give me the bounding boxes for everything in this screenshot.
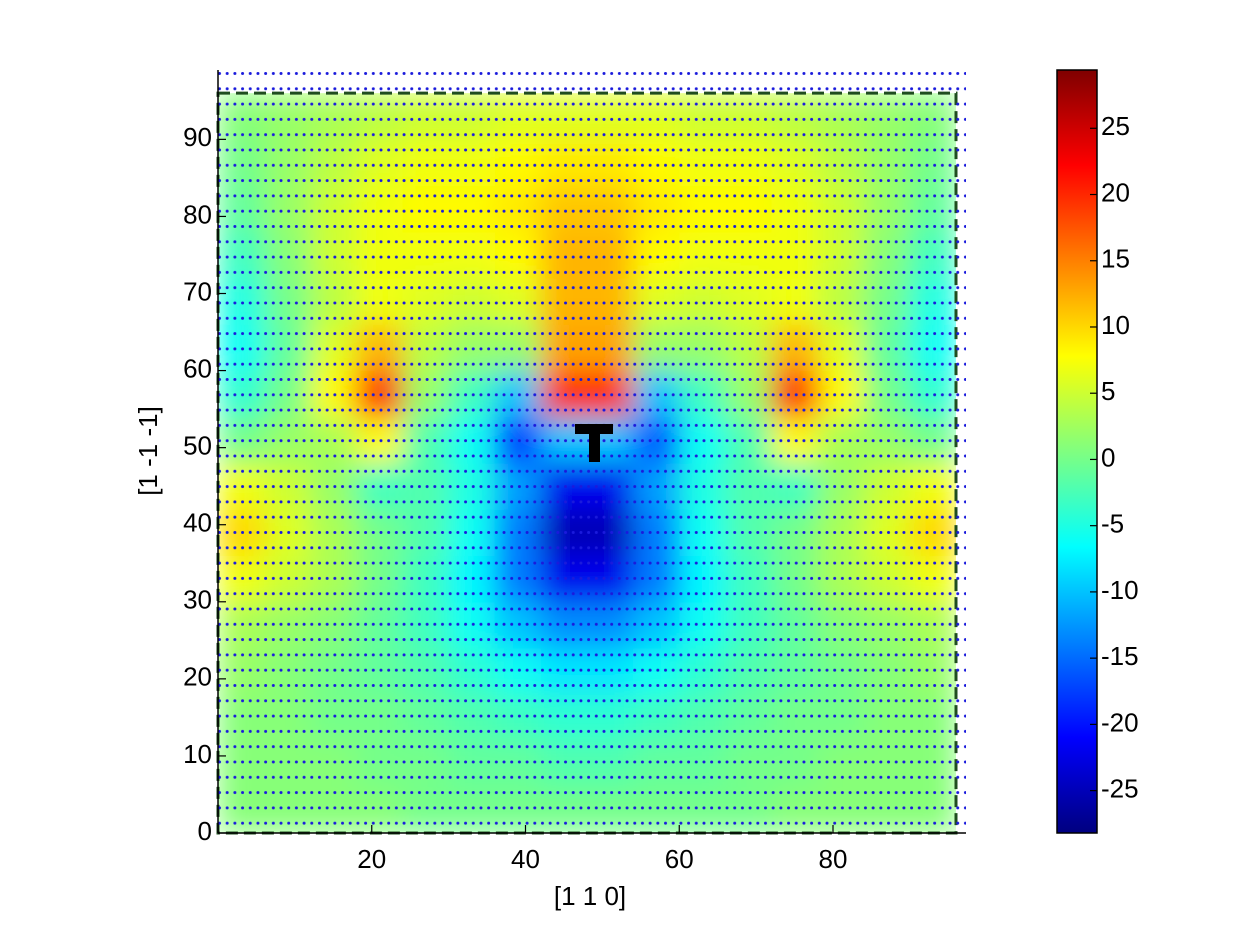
dislocation-stem: [589, 424, 600, 462]
colorbar-tick-label: 0: [1101, 442, 1115, 472]
y-tick-label: 90: [183, 122, 212, 152]
y-tick-label: 0: [198, 816, 212, 846]
colorbar-tick-label: -20: [1101, 707, 1139, 737]
y-tick-label: 30: [183, 585, 212, 615]
colorbar-tick-label: -25: [1101, 773, 1139, 803]
y-tick-label: 40: [183, 508, 212, 538]
x-tick-label: 80: [819, 844, 848, 874]
colorbar-tick-label: 10: [1101, 310, 1130, 340]
colorbar-tick-label: -15: [1101, 641, 1139, 671]
colorbar-tick-label: 25: [1101, 111, 1130, 141]
dislocation-symbol: [575, 424, 613, 462]
y-tick-label: 70: [183, 276, 212, 306]
x-axis-label: [1 1 0]: [554, 881, 626, 911]
colorbar-tick-label: 20: [1101, 177, 1130, 207]
colorbar-tick-label: -10: [1101, 575, 1139, 605]
y-tick-label: 50: [183, 431, 212, 461]
y-tick-label: 80: [183, 199, 212, 229]
y-axis-label: [1 -1 -1]: [133, 406, 163, 496]
colorbar-tick-label: 15: [1101, 244, 1130, 274]
x-tick-label: 40: [511, 844, 540, 874]
y-tick-label: 60: [183, 353, 212, 383]
x-tick-label: 20: [357, 844, 386, 874]
x-tick-label: 60: [665, 844, 694, 874]
y-tick-label: 20: [183, 662, 212, 692]
colorbar: [1056, 69, 1098, 834]
colorbar-tick-label: 5: [1101, 376, 1115, 406]
y-tick-label: 10: [183, 739, 212, 769]
colorbar-tick-label: -5: [1101, 509, 1124, 539]
